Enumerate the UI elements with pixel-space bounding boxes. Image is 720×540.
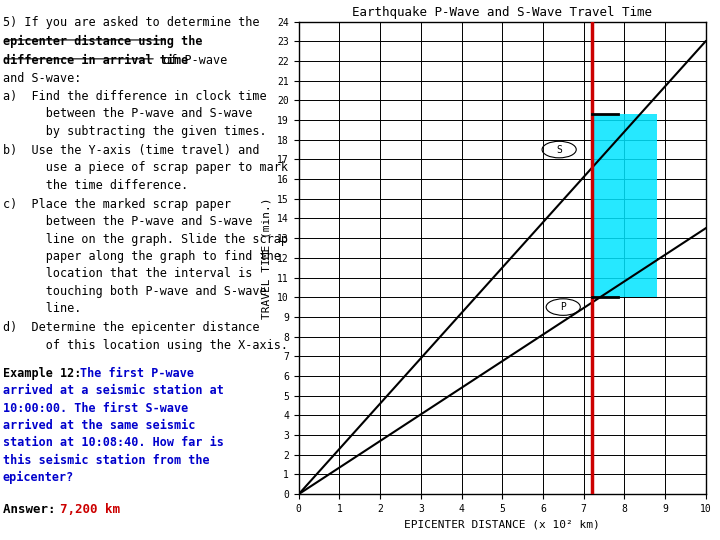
Title: Earthquake P-Wave and S-Wave Travel Time: Earthquake P-Wave and S-Wave Travel Time <box>352 6 652 19</box>
Text: of P-wave: of P-wave <box>156 54 228 67</box>
Text: c)  Place the marked scrap paper: c) Place the marked scrap paper <box>3 198 231 211</box>
Text: and S-wave:: and S-wave: <box>3 72 81 85</box>
Text: P: P <box>560 302 566 312</box>
Text: this seismic station from the: this seismic station from the <box>3 454 210 467</box>
Text: Answer:: Answer: <box>3 503 63 516</box>
Bar <box>592 114 657 297</box>
Text: 5) If you are asked to determine the: 5) If you are asked to determine the <box>3 16 259 29</box>
Text: The first P-wave: The first P-wave <box>80 367 194 380</box>
Text: 7,200 km: 7,200 km <box>60 503 120 516</box>
Text: b)  Use the Y-axis (time travel) and: b) Use the Y-axis (time travel) and <box>3 144 259 157</box>
Text: touching both P-wave and S-wave: touching both P-wave and S-wave <box>3 285 266 298</box>
Text: a)  Find the difference in clock time: a) Find the difference in clock time <box>3 90 266 103</box>
Text: S: S <box>557 145 562 154</box>
Text: d)  Determine the epicenter distance: d) Determine the epicenter distance <box>3 321 259 334</box>
Text: arrived at the same seismic: arrived at the same seismic <box>3 419 195 432</box>
Y-axis label: TRAVEL TIME (min.): TRAVEL TIME (min.) <box>262 197 271 319</box>
Text: station at 10:08:40. How far is: station at 10:08:40. How far is <box>3 436 224 449</box>
Text: the time difference.: the time difference. <box>3 179 188 192</box>
Text: epicenter distance using the: epicenter distance using the <box>3 35 202 48</box>
Text: of this location using the X-axis.: of this location using the X-axis. <box>3 339 288 352</box>
Text: paper along the graph to find the: paper along the graph to find the <box>3 250 281 263</box>
X-axis label: EPICENTER DISTANCE (x 10² km): EPICENTER DISTANCE (x 10² km) <box>405 519 600 529</box>
Text: use a piece of scrap paper to mark: use a piece of scrap paper to mark <box>3 161 288 174</box>
Text: difference in arrival time: difference in arrival time <box>3 54 188 67</box>
Text: epicenter?: epicenter? <box>3 471 74 484</box>
Text: line.: line. <box>3 302 81 315</box>
Text: between the P-wave and S-wave: between the P-wave and S-wave <box>3 215 252 228</box>
Text: line on the graph. Slide the scrap: line on the graph. Slide the scrap <box>3 233 288 246</box>
Text: by subtracting the given times.: by subtracting the given times. <box>3 125 266 138</box>
Text: Example 12:: Example 12: <box>3 367 89 380</box>
Text: between the P-wave and S-wave: between the P-wave and S-wave <box>3 107 252 120</box>
Text: 10:00:00. The first S-wave: 10:00:00. The first S-wave <box>3 402 188 415</box>
Text: arrived at a seismic station at: arrived at a seismic station at <box>3 384 224 397</box>
Text: location that the interval is: location that the interval is <box>3 267 252 280</box>
